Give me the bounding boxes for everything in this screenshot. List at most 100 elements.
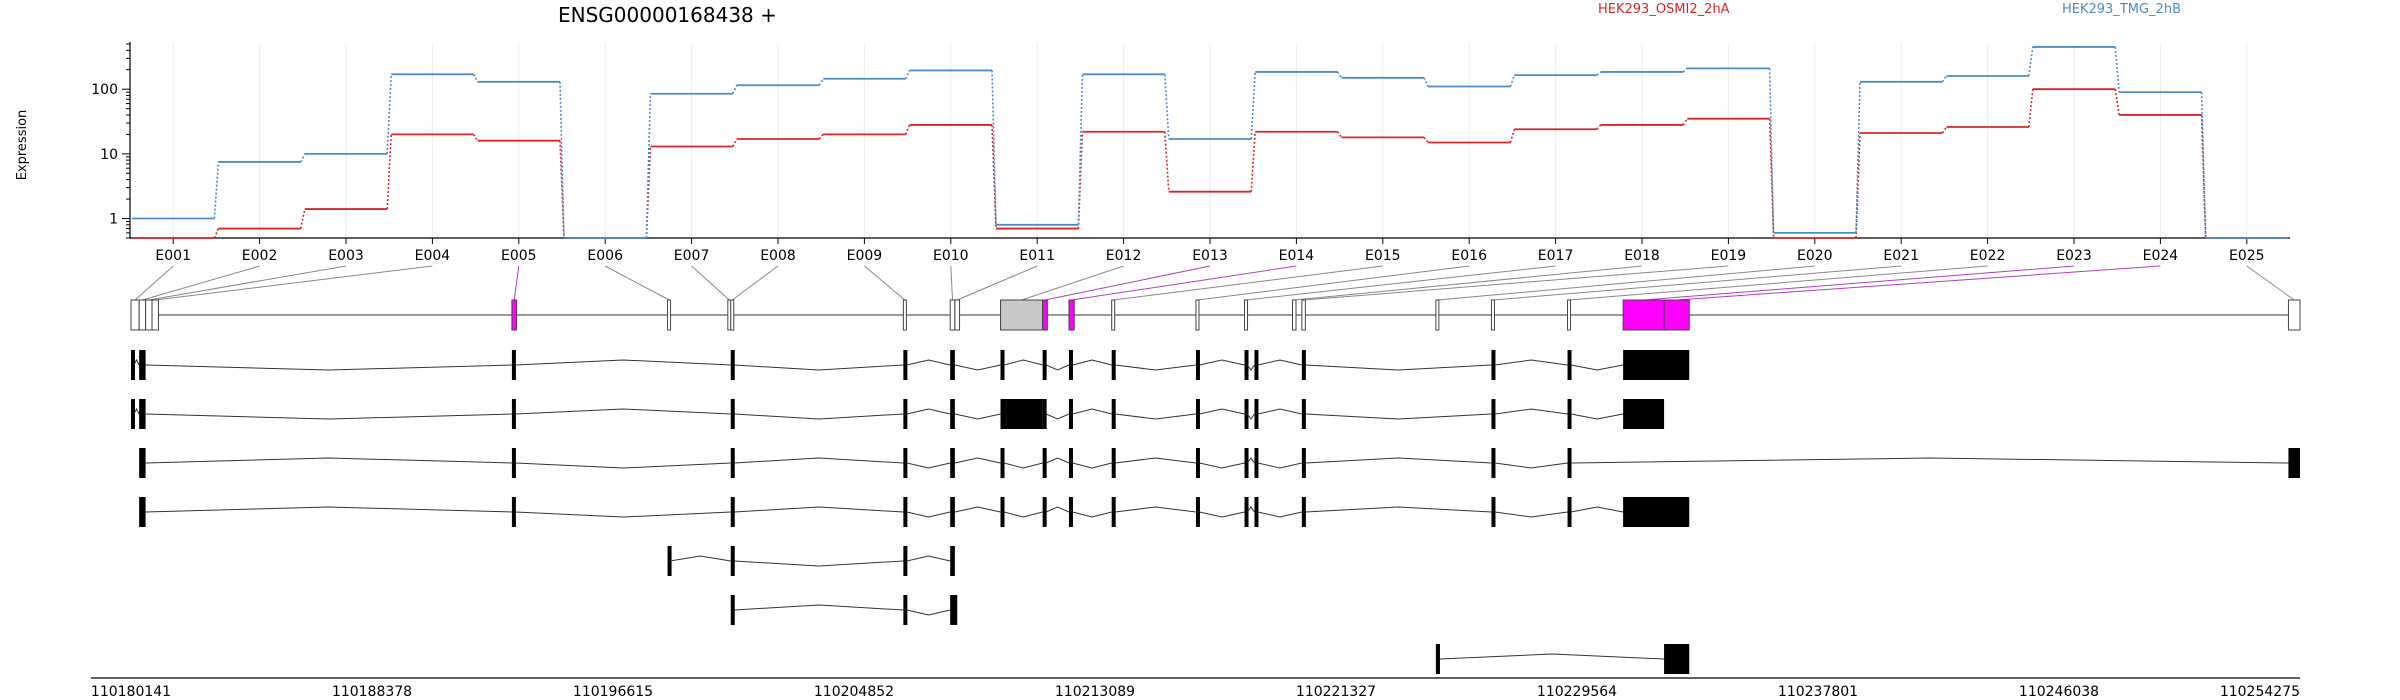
coord-tick-label: 110213089: [1055, 684, 1135, 700]
series-connector: [732, 84, 738, 95]
x-tick-label: E006: [587, 248, 623, 264]
transcript-intron: [1247, 506, 1255, 513]
series-connector: [1682, 118, 1688, 126]
series-connector: [1596, 71, 1602, 76]
transcript-intron: [1439, 653, 1665, 660]
transcript-intron: [1115, 457, 1197, 464]
transcript-exon: [511, 350, 516, 380]
exon-bin: [1042, 299, 1048, 331]
transcript-intron: [734, 364, 904, 371]
transcript-intron: [1305, 413, 1492, 420]
coord-tick-label: 110204852: [814, 684, 894, 700]
series-connector: [1509, 74, 1516, 87]
series-connector: [1164, 131, 1170, 192]
exon-bin: [130, 299, 140, 331]
coord-tick-label: 110180141: [91, 684, 171, 700]
transcript-exon: [950, 497, 955, 527]
coord-tick-label: 110229564: [1537, 684, 1617, 700]
transcript-exon: [1567, 448, 1572, 478]
x-tick-label: E010: [933, 248, 969, 264]
series-connector: [2028, 89, 2034, 128]
y-axis-label: Expression: [15, 110, 30, 181]
transcript-exon: [1567, 497, 1572, 527]
exon-connectors: [134, 265, 2295, 301]
transcript-intron: [1072, 462, 1112, 469]
x-tick-label: E024: [2143, 248, 2179, 264]
y-tick-label: 1: [109, 212, 118, 228]
exon-connector: [1044, 265, 1211, 301]
series-connector: [645, 93, 652, 239]
transcript-exon: [903, 546, 908, 576]
transcript-intron: [1115, 506, 1197, 513]
series-connector: [1768, 68, 1775, 233]
x-tick-label: E008: [760, 248, 796, 264]
exon-bin: [145, 299, 153, 331]
transcript-1: [131, 350, 1690, 380]
transcript-intron: [1072, 511, 1112, 518]
transcript-intron: [1247, 457, 1255, 464]
legend-label-osmi2: HEK293_OSMI2_2hA: [1598, 2, 1730, 17]
exon-connector: [155, 265, 433, 301]
gene-model: [130, 299, 2301, 331]
transcript-intron: [145, 413, 512, 420]
transcript-exon: [1042, 399, 1047, 429]
transcript-exon: [950, 595, 958, 625]
exon-bin: [1663, 299, 1690, 331]
y-tick-label: 10: [100, 147, 118, 163]
coord-tick-label: 110237801: [1778, 684, 1858, 700]
exon-bin: [1000, 299, 1044, 331]
transcript-intron: [1003, 511, 1043, 518]
exon-connector: [148, 265, 347, 301]
transcript-intron: [906, 359, 951, 366]
transcript-intron: [906, 408, 951, 415]
transcript-exon: [131, 350, 135, 380]
series-connector: [386, 134, 392, 210]
series-connector: [300, 208, 306, 229]
transcript-intron: [1494, 359, 1568, 366]
transcript-exon: [1435, 644, 1440, 674]
transcript-exon: [1042, 350, 1047, 380]
coord-tick-label: 110254275: [2220, 684, 2300, 700]
transcript-exon: [903, 350, 908, 380]
exon-bin: [138, 299, 147, 331]
transcript-exon: [1111, 399, 1116, 429]
exon-connector: [691, 265, 730, 301]
transcript-intron: [1570, 506, 1624, 513]
transcript-exon: [1111, 497, 1116, 527]
transcript-exon: [1491, 497, 1496, 527]
coord-tick-label: 110196615: [573, 684, 653, 700]
exon-bin: [1301, 299, 1306, 331]
transcript-exon: [1195, 497, 1200, 527]
series-connector: [1336, 131, 1343, 138]
series-connector: [1596, 124, 1602, 130]
transcript-intron: [1045, 364, 1070, 371]
transcript-intron: [954, 457, 1001, 464]
x-tick-label: E003: [328, 248, 364, 264]
transcript-intron: [669, 555, 731, 562]
x-tick-label: E016: [1451, 248, 1487, 264]
transcript-exon: [1567, 350, 1572, 380]
series-connector: [213, 228, 220, 239]
series-connector: [1682, 67, 1688, 73]
transcript-intron: [954, 506, 1001, 513]
transcript-tracks: [131, 350, 2300, 674]
transcript-exon: [1000, 399, 1043, 429]
transcript-intron: [1247, 364, 1255, 371]
x-tick-label: E011: [1019, 248, 1055, 264]
transcript-intron: [1115, 364, 1197, 371]
x-tick-label: E020: [1797, 248, 1833, 264]
transcript-exon: [730, 595, 735, 625]
exon-connector: [1245, 265, 1556, 301]
transcript-exon: [950, 448, 955, 478]
transcript-intron: [1115, 413, 1197, 420]
transcript-exon: [1567, 399, 1572, 429]
transcript-intron: [1045, 457, 1070, 464]
x-tick-label: E007: [674, 248, 710, 264]
x-tick-label: E001: [155, 248, 191, 264]
transcript-exon: [730, 350, 735, 380]
series-connector: [1941, 126, 1948, 134]
transcript-exon: [1244, 497, 1249, 527]
series-connector: [991, 124, 997, 229]
transcript-exon: [950, 546, 955, 576]
transcript-exon: [1301, 350, 1306, 380]
